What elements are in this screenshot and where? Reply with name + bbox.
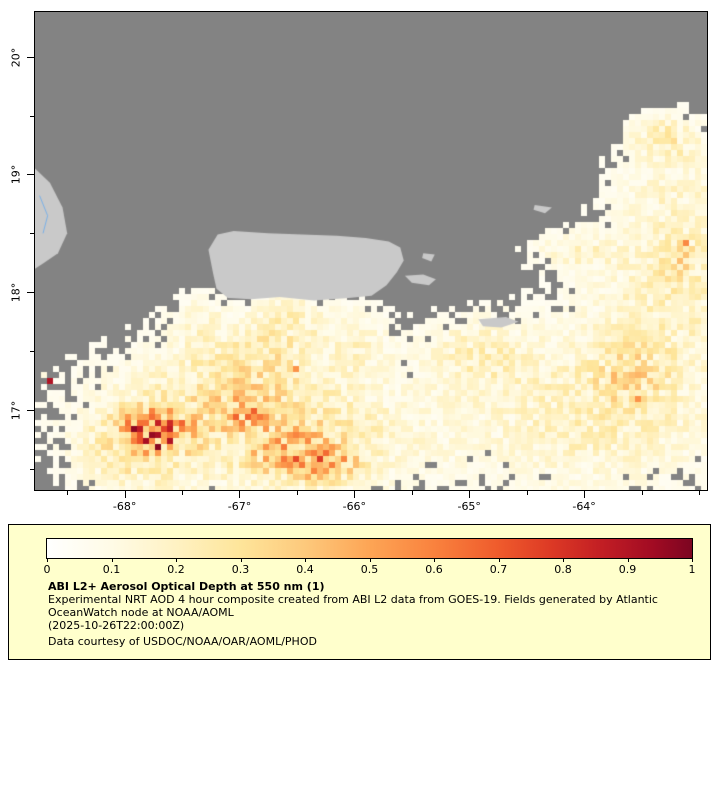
lon-tick-label: -65° [457, 500, 481, 513]
colorbar-tick [434, 558, 435, 562]
lon-tick [239, 491, 241, 498]
lat-tick [27, 409, 34, 411]
colorbar-tick [627, 558, 629, 562]
lon-minor-tick [182, 491, 184, 495]
colorbar-tick [176, 558, 177, 562]
colorbar-tick-label: 0.6 [425, 563, 443, 576]
legend-box: 0 0.1 0.2 0.3 0.4 0.5 0.6 0.7 0.8 0.9 1 ABI L2+ Ae… [8, 524, 711, 660]
colorbar-tick-label: 0.2 [167, 563, 185, 576]
lon-minor-tick [411, 491, 413, 495]
colorbar-tick [240, 558, 242, 562]
lon-minor-tick [296, 491, 298, 495]
colorbar-tick [305, 558, 306, 562]
lon-minor-tick [526, 491, 528, 495]
lat-tick-label: 17° [9, 400, 23, 421]
colorbar-tick-label: 0.3 [231, 563, 250, 576]
colorbar-tick-label: 0.9 [618, 563, 637, 576]
legend-title: ABI L2+ Aerosol Optical Depth at 550 nm … [48, 580, 325, 593]
colorbar-tick [692, 558, 693, 562]
colorbar [46, 538, 693, 559]
lon-tick-label: -66° [342, 500, 367, 513]
lon-tick-label: -64° [572, 500, 596, 513]
colorbar-tick [369, 558, 371, 562]
legend-courtesy: Data courtesy of USDOC/NOAA/OAR/AOML/PHO… [48, 635, 317, 648]
lat-tick [27, 174, 34, 176]
colorbar-tick [498, 558, 500, 562]
lon-tick [469, 491, 471, 498]
colorbar-tick-label: 0.4 [296, 563, 314, 576]
lon-minor-tick [641, 491, 643, 495]
colorbar-tick-label: 1 [688, 563, 696, 576]
colorbar-tick-label: 0.7 [489, 563, 508, 576]
lon-tick-label: -68° [112, 500, 137, 513]
legend-text-block: ABI L2+ Aerosol Optical Depth at 550 nm … [48, 580, 698, 648]
lon-minor-tick [67, 491, 69, 495]
colorbar-tick-label: 0.5 [360, 563, 379, 576]
lat-tick-label: 20° [9, 47, 23, 67]
aod-canvas [35, 12, 707, 490]
legend-description: Experimental NRT AOD 4 hour composite cr… [48, 593, 658, 619]
map-panel [34, 11, 708, 491]
colorbar-tick [111, 558, 113, 562]
colorbar-tick-label: 0.8 [554, 563, 572, 576]
colorbar-tick [47, 558, 48, 562]
lon-minor-tick [698, 491, 700, 495]
lat-tick-label: 19° [9, 165, 23, 185]
colorbar-tick [563, 558, 564, 562]
lat-tick-label: 18° [9, 282, 23, 303]
lon-tick [584, 491, 586, 498]
lat-tick [27, 292, 34, 294]
legend-timestamp: (2025-10-26T22:00:00Z) [48, 619, 185, 632]
lat-tick [27, 56, 34, 58]
colorbar-tick-label: 0.1 [102, 563, 121, 576]
lon-tick [354, 491, 356, 498]
lon-tick [124, 491, 126, 498]
lon-tick-label: -67° [227, 500, 252, 513]
colorbar-tick-label: 0 [43, 563, 51, 576]
